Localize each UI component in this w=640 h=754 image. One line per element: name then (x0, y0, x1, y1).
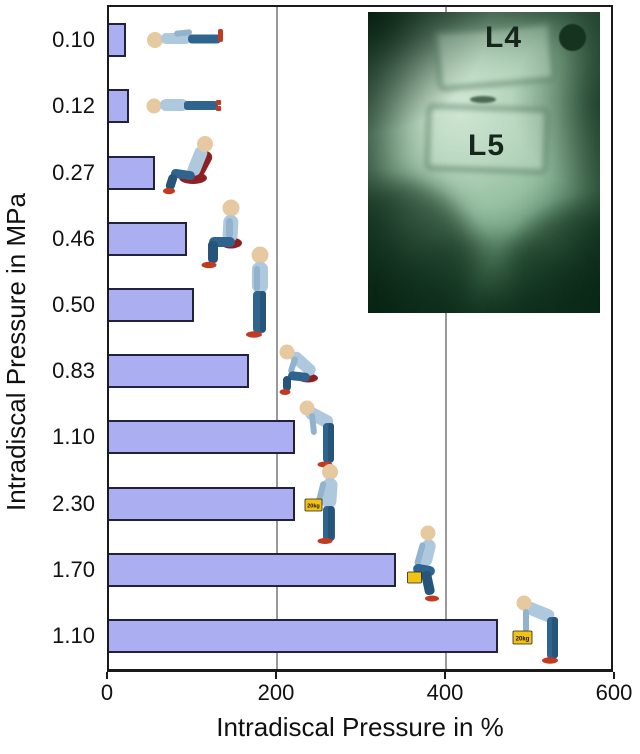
bar-sitting-upright (109, 221, 187, 256)
bar-standing-bent-forward (109, 420, 295, 455)
gridline-200 (276, 7, 278, 669)
posture-figure-standing-holding-20kg: 20kg (304, 464, 348, 544)
y-tick-label: 0.83 (52, 358, 95, 384)
posture-figure-lying-supine (146, 93, 224, 117)
posture-figure-sitting-reclined (163, 134, 217, 196)
bar-lying-prone (109, 23, 126, 58)
gridline-400 (445, 7, 447, 669)
x-tick-label: 0 (100, 680, 114, 705)
y-tick-label: 0.27 (52, 159, 95, 185)
y-tick-label: 0.50 (52, 291, 95, 317)
xray-inset: L4 L5 (368, 12, 600, 313)
svg-text:20kg: 20kg (516, 637, 530, 643)
disc-space-marker (470, 96, 496, 103)
x-tick-mark (275, 672, 277, 679)
bar-squat-lifting-20kg (109, 552, 396, 587)
posture-figure-stoop-lifting-20kg: 20kg (511, 595, 567, 665)
svg-text:20kg: 20kg (307, 504, 320, 510)
bar-standing-holding-20kg (109, 486, 295, 521)
bar-stoop-lifting-20kg (109, 618, 498, 653)
plot-area: 20kg 20kg L4 L5 (107, 5, 613, 672)
posture-figure-lying-prone (146, 25, 226, 51)
bar-sitting-reclined (109, 155, 155, 190)
y-tick-label: 2.30 (52, 490, 95, 516)
y-tick-label: 1.10 (52, 424, 95, 450)
x-tick-label: 600 (595, 680, 633, 705)
y-tick-label: 1.70 (52, 556, 95, 582)
bar-sitting-bent-forward (109, 354, 249, 389)
y-tick-label: 0.46 (52, 225, 95, 251)
l5-label: L5 (468, 129, 506, 162)
x-axis-title: Intradiscal Pressure in % (216, 712, 504, 742)
posture-figure-standing (242, 246, 276, 338)
x-tick-mark (106, 672, 108, 679)
x-tick-mark (613, 672, 615, 679)
posture-figure-sitting-bent-forward (278, 344, 322, 396)
y-tick-label: 1.10 (52, 622, 95, 648)
y-tick-label: 0.10 (52, 27, 95, 53)
x-tick-mark (444, 672, 446, 679)
y-tick-label: 0.12 (52, 93, 95, 119)
x-tick-label: 200 (257, 680, 295, 705)
bar-lying-supine (109, 89, 129, 124)
posture-figure-squat-lifting-20kg (407, 525, 447, 603)
l4-label: L4 (485, 21, 523, 54)
bar-standing (109, 287, 194, 322)
posture-figure-standing-bent-forward (298, 397, 340, 469)
sensor-dot (559, 24, 586, 51)
x-tick-label: 400 (426, 680, 464, 705)
posture-figure-sitting-upright (199, 199, 259, 269)
